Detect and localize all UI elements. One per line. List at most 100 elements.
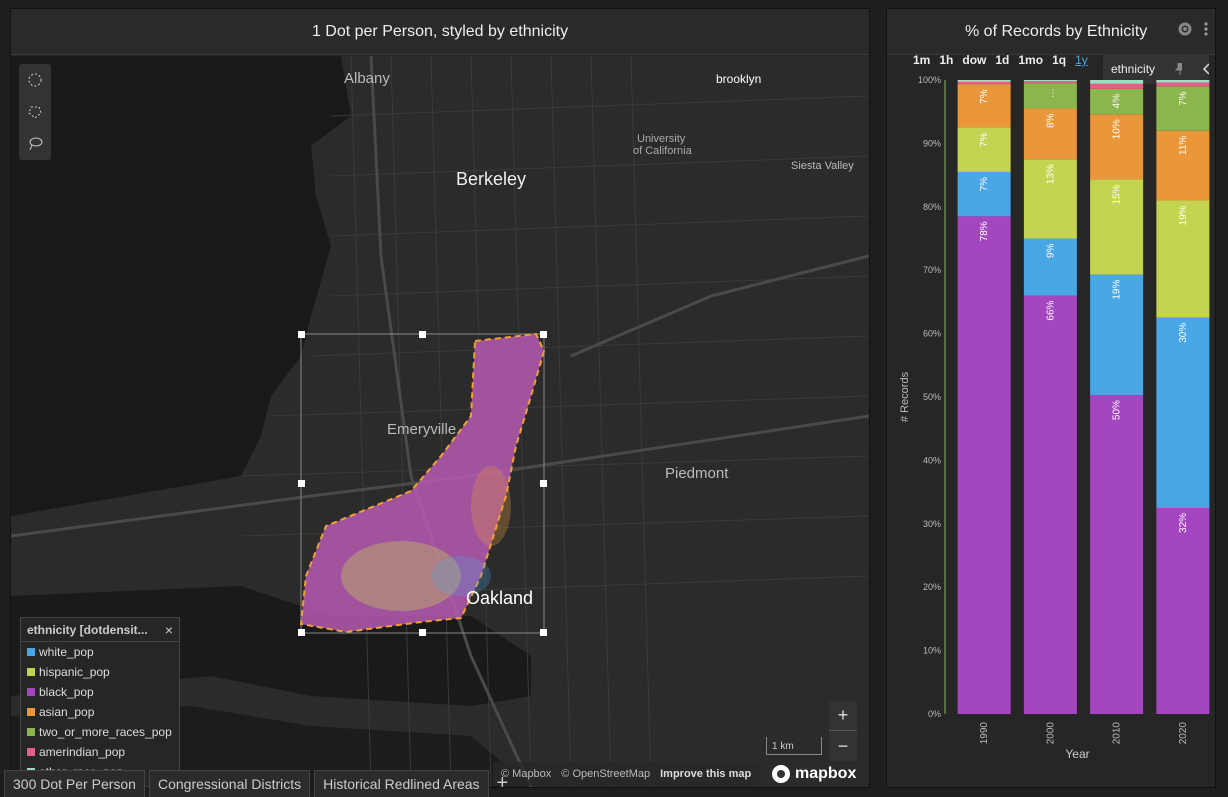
bar-segment-amerindian_pop xyxy=(1023,81,1077,84)
legend-close-icon[interactable]: × xyxy=(164,621,173,638)
data-label: 7% xyxy=(979,132,990,147)
add-tab-button[interactable]: + xyxy=(496,772,509,794)
data-label: 15% xyxy=(1112,184,1123,204)
bar-segment-asian_pop xyxy=(1023,108,1077,160)
legend-label: amerindian_pop xyxy=(39,745,126,759)
bar-segment-amerindian_pop xyxy=(957,81,1011,85)
legend-item[interactable]: amerindian_pop xyxy=(21,742,179,762)
time-button-1mo[interactable]: 1mo xyxy=(1018,53,1044,67)
bar-segment-white_pop xyxy=(1023,238,1077,296)
data-label: 19% xyxy=(1112,280,1123,300)
stacked-bar-chart: 0% 10% 20% 30% 40% 50% 60% 70% 80% 90% 100% # Recor… xyxy=(899,75,1210,761)
zoom-controls: + − xyxy=(829,701,857,761)
data-label: 4% xyxy=(1112,94,1123,109)
attribution-osm[interactable]: © OpenStreetMap xyxy=(561,768,651,780)
attribution-improve[interactable]: Improve this map xyxy=(660,768,752,780)
chart-panel: % of Records by Ethnicity 1m 1h dow 1d 1mo 1q… xyxy=(886,8,1216,788)
dimension-pill[interactable]: ethnicity xyxy=(1103,54,1209,84)
time-button-1m[interactable]: 1m xyxy=(913,53,931,67)
data-label: 19% xyxy=(1178,205,1189,225)
mapbox-logo-text: mapbox xyxy=(795,765,857,782)
data-label: 13% xyxy=(1045,164,1056,184)
map-graphics[interactable]: Albany brooklyn Berkeley University of C… xyxy=(11,56,869,787)
time-button-1d[interactable]: 1d xyxy=(995,53,1010,67)
selection-box[interactable] xyxy=(298,331,547,636)
legend-swatch xyxy=(27,728,35,736)
pin-icon[interactable] xyxy=(1175,63,1183,75)
map-panel-title: 1 Dot per Person, styled by ethnicity xyxy=(11,9,869,55)
bar-segment-two_or_more_races_pop xyxy=(1023,83,1077,109)
legend-swatch xyxy=(27,688,35,696)
y-tick-label: 10% xyxy=(923,646,941,656)
zoom-out-button[interactable]: − xyxy=(837,735,849,756)
bar-segment-other_race_pop xyxy=(1156,80,1210,83)
label-emeryville: Emeryville xyxy=(387,421,456,438)
lasso-select-tool[interactable] xyxy=(19,128,51,160)
y-tick-label: 20% xyxy=(923,582,941,592)
label-oakland: Oakland xyxy=(466,588,533,608)
legend-item[interactable]: hispanic_pop xyxy=(21,662,179,682)
data-label: 7% xyxy=(1178,91,1189,106)
density-cluster-yellow xyxy=(341,541,461,611)
bar-segment-black_pop xyxy=(957,216,1011,714)
map-canvas[interactable]: Albany brooklyn Berkeley University of C… xyxy=(11,56,869,787)
tab-1[interactable]: Congressional Districts xyxy=(148,770,311,797)
label-berkeley: Berkeley xyxy=(456,169,526,189)
y-tick-label: 0% xyxy=(928,709,941,719)
legend-label: black_pop xyxy=(39,685,94,699)
data-label: 66% xyxy=(1045,300,1056,320)
legend-item[interactable]: black_pop xyxy=(21,682,179,702)
bar-segment-white_pop xyxy=(1090,274,1144,396)
legend-header: ethnicity [dotdensit... × xyxy=(21,618,179,642)
y-tick-label: 100% xyxy=(918,75,941,85)
y-tick-label: 90% xyxy=(923,138,941,148)
data-label: 50% xyxy=(1112,400,1123,420)
legend-item[interactable]: white_pop xyxy=(21,642,179,662)
more-vertical-icon[interactable] xyxy=(1203,21,1209,37)
data-label: 9% xyxy=(1045,243,1056,258)
chart-panel-actions xyxy=(1177,21,1209,37)
x-tick-label: 1990 xyxy=(979,722,990,745)
x-tick-label: 2000 xyxy=(1045,722,1056,745)
zoom-in-button[interactable]: + xyxy=(829,701,857,731)
bar-segment-asian_pop xyxy=(957,84,1011,128)
bar-segment-hispanic_pop xyxy=(957,127,1011,172)
bar-segment-hispanic_pop xyxy=(1090,179,1144,275)
mapbox-logo[interactable]: mapbox xyxy=(771,763,856,785)
time-button-1h[interactable]: 1h xyxy=(939,53,954,67)
map-panel: 1 Dot per Person, styled by ethnicity xyxy=(10,8,870,788)
bar-segment-other_race_pop xyxy=(1023,80,1077,82)
legend-item[interactable]: two_or_more_races_pop xyxy=(21,722,179,742)
bar-segment-asian_pop xyxy=(1090,114,1144,180)
gear-icon[interactable] xyxy=(1177,21,1193,37)
legend-label: white_pop xyxy=(39,645,94,659)
chevron-left-icon[interactable] xyxy=(1202,63,1209,75)
polygon-select-tool[interactable] xyxy=(19,96,51,128)
attribution-mapbox[interactable]: © Mapbox xyxy=(501,768,552,780)
bar-segment-black_pop xyxy=(1156,507,1210,714)
data-label: 8% xyxy=(1045,113,1056,128)
circle-select-tool[interactable] xyxy=(19,64,51,96)
bar-segment-two_or_more_races_pop xyxy=(1090,88,1144,115)
tab-0[interactable]: 300 Dot Per Person xyxy=(4,770,145,797)
tab-2[interactable]: Historical Redlined Areas xyxy=(314,770,489,797)
highways xyxy=(11,56,869,787)
label-of-california: of California xyxy=(633,145,693,157)
time-button-1y[interactable]: 1y xyxy=(1075,53,1088,67)
lasso-icon xyxy=(29,137,43,151)
data-label: 7% xyxy=(979,89,990,104)
legend-label: asian_pop xyxy=(39,705,95,719)
bay-water xyxy=(11,56,351,516)
time-button-1q[interactable]: 1q xyxy=(1052,53,1067,67)
bar-segment-amerindian_pop xyxy=(1156,82,1210,87)
bottom-tabs: 300 Dot Per Person Congressional District… xyxy=(0,770,516,797)
data-label: 30% xyxy=(1178,323,1189,343)
data-label: 10% xyxy=(1112,119,1123,139)
legend-item[interactable]: asian_pop xyxy=(21,702,179,722)
time-button-dow[interactable]: dow xyxy=(962,53,987,67)
y-tick-label: 50% xyxy=(923,392,941,402)
dimension-pill-label: ethnicity xyxy=(1111,62,1156,76)
data-label: 7% xyxy=(979,177,990,192)
